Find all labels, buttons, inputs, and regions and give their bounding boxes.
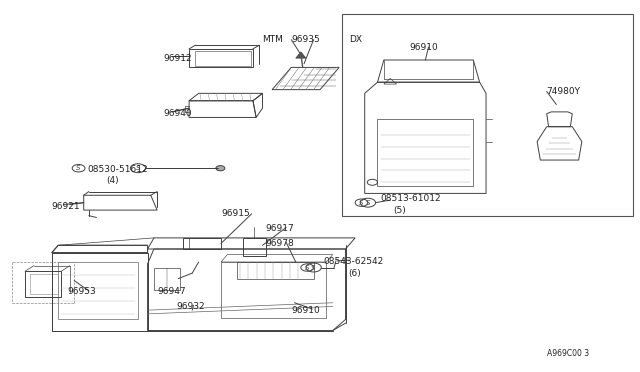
Text: 96978: 96978 <box>266 239 294 248</box>
Text: 96932: 96932 <box>176 302 205 311</box>
Text: S: S <box>305 264 310 270</box>
Text: (6): (6) <box>349 269 362 278</box>
Text: 96910: 96910 <box>410 42 438 51</box>
Text: 96912: 96912 <box>164 54 192 62</box>
Text: 96947: 96947 <box>157 287 186 296</box>
Text: DX: DX <box>349 35 362 44</box>
Text: 96940: 96940 <box>164 109 192 118</box>
Text: 74980Y: 74980Y <box>547 87 580 96</box>
Text: S: S <box>359 200 364 206</box>
Text: S: S <box>365 200 370 206</box>
Text: (5): (5) <box>394 206 406 215</box>
Text: MTM: MTM <box>262 35 284 44</box>
Text: 96915: 96915 <box>221 209 250 218</box>
Text: 96921: 96921 <box>52 202 81 211</box>
Text: 96910: 96910 <box>291 306 320 315</box>
Text: 08530-51612: 08530-51612 <box>87 165 148 174</box>
Text: S: S <box>136 165 140 171</box>
Text: 96917: 96917 <box>266 224 294 233</box>
Polygon shape <box>296 52 306 58</box>
Text: 96935: 96935 <box>291 35 320 44</box>
Text: (4): (4) <box>106 176 118 185</box>
Text: 08513-61012: 08513-61012 <box>381 195 442 203</box>
Text: 96953: 96953 <box>68 287 97 296</box>
Text: 08543-62542: 08543-62542 <box>323 257 383 266</box>
Text: S: S <box>76 165 81 171</box>
Circle shape <box>216 166 225 171</box>
Text: A969C00 3: A969C00 3 <box>547 349 589 358</box>
FancyBboxPatch shape <box>342 14 633 216</box>
Text: S: S <box>312 264 316 270</box>
